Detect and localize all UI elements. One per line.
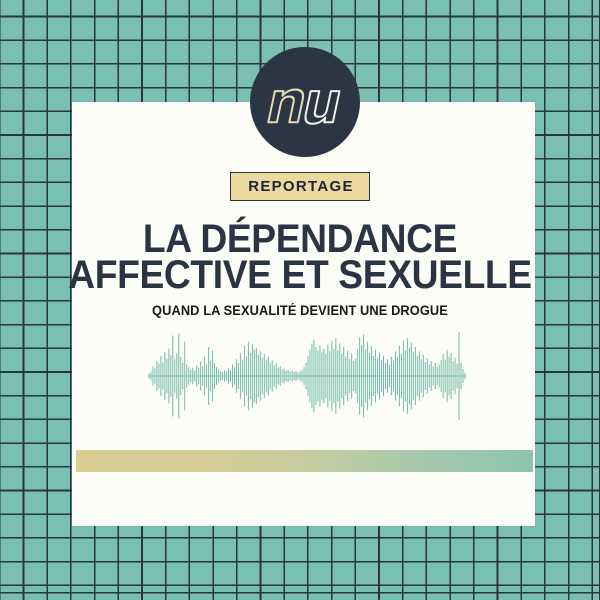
- nu-wordmark-icon: [267, 88, 341, 125]
- gradient-divider-bar: [76, 450, 533, 472]
- subtitle: QUAND LA SEXUALITÉ DEVIENT UNE DROGUE: [152, 303, 448, 318]
- audio-waveform-icon: [148, 332, 466, 420]
- title-line-2: AFFECTIVE ET SEXUELLE: [68, 253, 532, 297]
- page-title: LA DÉPENDANCE AFFECTIVE ET SEXUELLE: [0, 217, 600, 297]
- title-line-1: LA DÉPENDANCE: [142, 217, 458, 261]
- reportage-badge: REPORTAGE: [230, 172, 370, 201]
- category-badge-container: REPORTAGE: [0, 172, 600, 201]
- nu-logo-badge[interactable]: [250, 47, 360, 157]
